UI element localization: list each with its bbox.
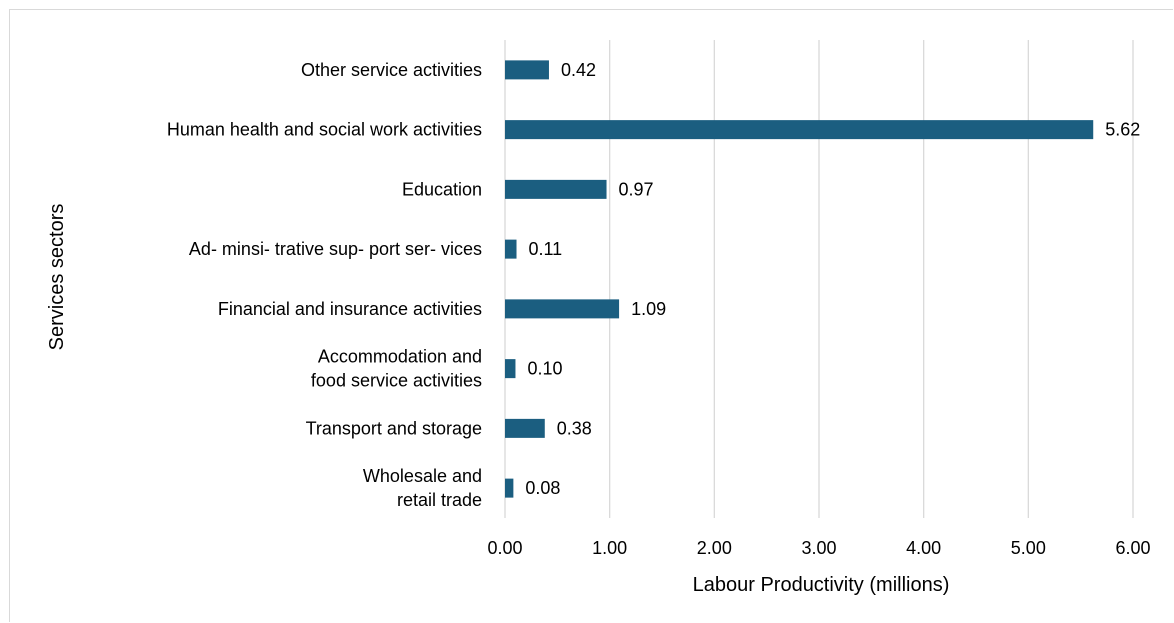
x-tick-label: 5.00 xyxy=(1011,538,1046,558)
category-label-line: Transport and storage xyxy=(306,418,482,438)
bars xyxy=(505,60,1094,498)
x-tick-labels: 0.00 1.00 2.00 3.00 4.00 5.00 6.00 xyxy=(487,538,1150,558)
category-label-line: Human health and social work activities xyxy=(167,120,482,140)
x-tick-label: 2.00 xyxy=(697,538,732,558)
category-label: Wholesale and retail trade xyxy=(363,466,482,510)
category-label-line: retail trade xyxy=(397,490,482,510)
chart-frame xyxy=(9,9,1173,622)
category-labels: Wholesale and retail trade Transport and s… xyxy=(167,60,482,510)
category-label-line: Other service activities xyxy=(301,60,482,80)
category-label-line: Education xyxy=(402,179,482,199)
category-label: Education xyxy=(402,179,482,199)
data-label: 0.11 xyxy=(529,239,563,259)
bar xyxy=(505,60,549,80)
x-tick-label: 6.00 xyxy=(1115,538,1150,558)
data-label: 0.38 xyxy=(557,418,592,438)
category-label-line: Wholesale and xyxy=(363,466,482,486)
category-label-line: Ad- minsi- trative sup- port ser- vices xyxy=(189,239,482,259)
bar xyxy=(505,120,1094,140)
x-tick-label: 0.00 xyxy=(487,538,522,558)
data-label: 0.08 xyxy=(525,478,560,498)
gridlines xyxy=(504,40,1134,518)
x-tick-label: 4.00 xyxy=(906,538,941,558)
category-label: Accommodation and food service activities xyxy=(311,347,482,391)
data-label: 1.09 xyxy=(631,299,666,319)
category-label-line: Financial and insurance activities xyxy=(218,299,482,319)
category-label: Financial and insurance activities xyxy=(218,299,482,319)
category-label-line: food service activities xyxy=(311,371,482,391)
category-label: Transport and storage xyxy=(306,418,482,438)
x-tick-label: 3.00 xyxy=(801,538,836,558)
data-labels: 0.08 0.38 0.10 1.09 0.11 0.97 5.62 0.42 xyxy=(525,60,1140,498)
category-label: Ad- minsi- trative sup- port ser- vices xyxy=(189,239,482,259)
bar xyxy=(505,299,620,319)
data-label: 5.62 xyxy=(1105,120,1140,140)
data-label: 0.10 xyxy=(527,359,562,379)
x-axis-title: Labour Productivity (millions) xyxy=(693,574,950,596)
bar xyxy=(505,418,545,438)
data-label: 0.42 xyxy=(561,60,596,80)
data-label: 0.97 xyxy=(619,179,654,199)
bar xyxy=(505,239,517,259)
y-axis-title: Services sectors xyxy=(46,204,68,351)
bar xyxy=(505,478,514,498)
bar xyxy=(505,359,516,379)
x-tick-label: 1.00 xyxy=(592,538,627,558)
category-label-line: Accommodation and xyxy=(318,347,482,367)
bar xyxy=(505,179,607,199)
category-label: Human health and social work activities xyxy=(167,120,482,140)
category-label: Other service activities xyxy=(301,60,482,80)
